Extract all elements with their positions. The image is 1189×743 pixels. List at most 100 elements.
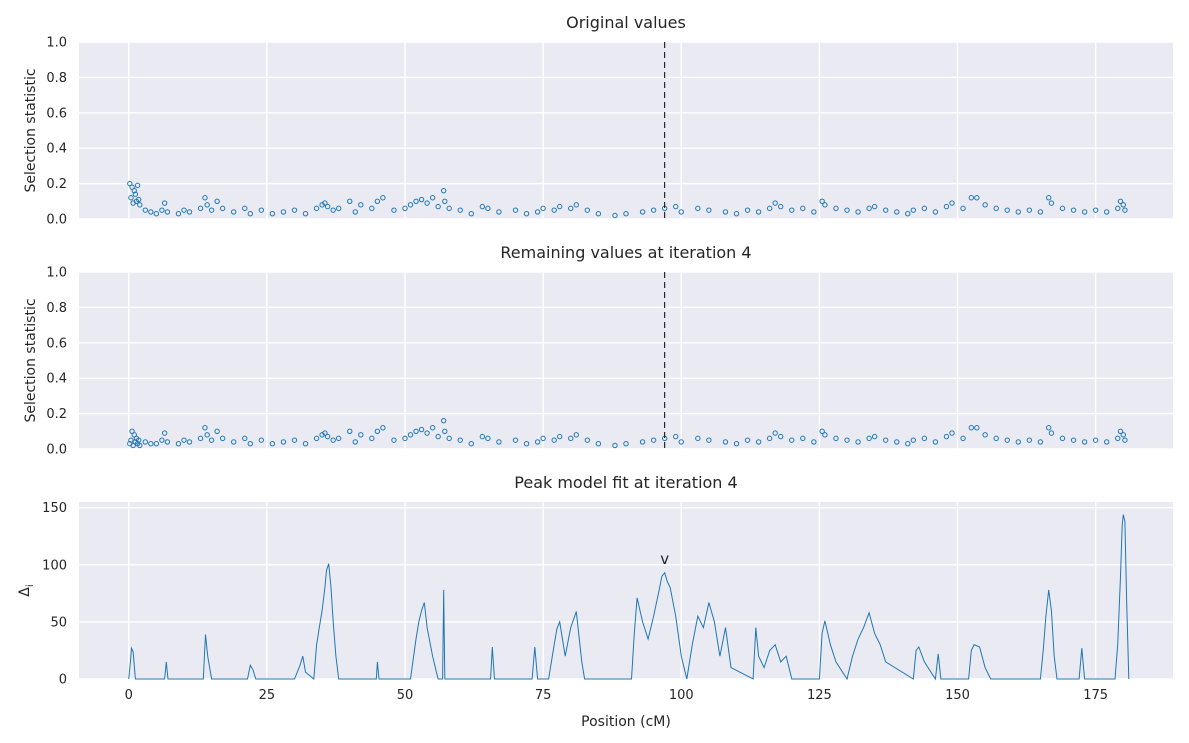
data-point	[551, 437, 557, 443]
data-point	[894, 209, 900, 215]
data-point	[755, 439, 762, 445]
data-point	[352, 209, 358, 215]
data-point	[993, 205, 999, 212]
data-point	[374, 198, 381, 205]
data-point	[186, 209, 193, 215]
data-point	[905, 210, 911, 217]
data-point	[512, 207, 519, 213]
data-point	[866, 435, 872, 442]
panel-title: Original values	[566, 13, 686, 32]
data-point	[540, 435, 546, 442]
data-point	[175, 440, 182, 447]
data-point	[175, 210, 182, 217]
panel-title: Remaining values at iteration 4	[500, 243, 751, 262]
data-point	[534, 209, 541, 215]
x-tick-label: 175	[1083, 688, 1108, 703]
x-tick-label: 50	[397, 688, 414, 703]
data-point	[324, 433, 331, 440]
data-point	[960, 435, 966, 442]
data-point	[457, 437, 463, 443]
data-point	[1117, 198, 1124, 205]
data-point	[358, 432, 364, 438]
data-point	[202, 195, 208, 201]
data-point	[280, 209, 287, 215]
data-point	[446, 435, 452, 442]
data-point	[595, 210, 602, 217]
y-tick-label: 0.4	[46, 372, 67, 387]
data-point	[695, 435, 701, 442]
data-point	[446, 205, 452, 212]
y-tick-label: 0.2	[46, 407, 67, 422]
data-point	[772, 430, 778, 436]
data-point	[678, 209, 684, 215]
data-points	[127, 180, 1128, 219]
data-point	[706, 437, 712, 443]
data-point	[424, 200, 430, 206]
data-point	[974, 425, 980, 431]
data-point	[413, 428, 419, 434]
data-point	[866, 205, 872, 212]
data-point	[442, 198, 448, 205]
data-point	[1115, 205, 1121, 212]
data-point	[573, 432, 579, 438]
data-point	[673, 433, 679, 440]
data-point	[429, 195, 436, 201]
data-point	[650, 207, 657, 213]
data-point	[330, 437, 336, 443]
data-point	[534, 439, 541, 445]
annotation-label: v	[660, 550, 669, 568]
data-point	[374, 428, 381, 434]
y-tick-label: 100	[42, 558, 67, 573]
data-point	[905, 440, 911, 447]
y-tick-label: 0.8	[46, 301, 67, 316]
data-point	[695, 205, 701, 212]
data-point	[208, 207, 215, 213]
data-point	[148, 440, 154, 447]
data-point	[766, 435, 773, 442]
data-point	[202, 425, 208, 431]
data-point	[1081, 439, 1088, 445]
data-point	[623, 210, 629, 217]
data-point	[1026, 207, 1033, 213]
data-point	[313, 435, 320, 442]
data-point	[413, 198, 419, 205]
data-point	[584, 207, 591, 213]
data-point	[496, 439, 502, 445]
data-point	[291, 437, 298, 443]
data-point	[623, 440, 629, 447]
data-point	[706, 207, 712, 213]
data-point	[291, 207, 298, 213]
data-point	[132, 191, 139, 197]
data-point	[943, 433, 950, 440]
data-point	[258, 207, 265, 213]
data-point	[153, 210, 160, 217]
y-tick-label: 0.6	[46, 106, 67, 121]
data-point	[800, 435, 806, 442]
data-point	[324, 203, 331, 210]
data-point	[1045, 195, 1052, 201]
grid-lines	[79, 271, 1173, 450]
data-points	[127, 417, 1128, 449]
data-point	[844, 437, 850, 443]
data-point	[584, 437, 591, 443]
data-point	[181, 437, 187, 443]
data-point	[819, 198, 825, 205]
data-point	[512, 437, 519, 443]
data-point	[407, 202, 414, 208]
data-point	[778, 203, 784, 210]
data-point	[540, 205, 546, 212]
data-point	[1004, 437, 1010, 443]
data-point	[380, 195, 386, 201]
data-point	[148, 209, 154, 215]
data-point	[871, 203, 878, 210]
y-tick-labels: 0.0 0.2 0.4 0.6 0.8 1.0	[46, 36, 67, 228]
data-point	[556, 203, 563, 210]
data-point	[1122, 207, 1128, 213]
y-tick-label: 1.0	[46, 36, 67, 51]
data-point	[733, 440, 740, 447]
data-point	[744, 207, 751, 213]
data-point	[418, 196, 425, 203]
data-point	[789, 437, 795, 443]
data-point	[407, 432, 414, 438]
data-point	[974, 195, 980, 201]
